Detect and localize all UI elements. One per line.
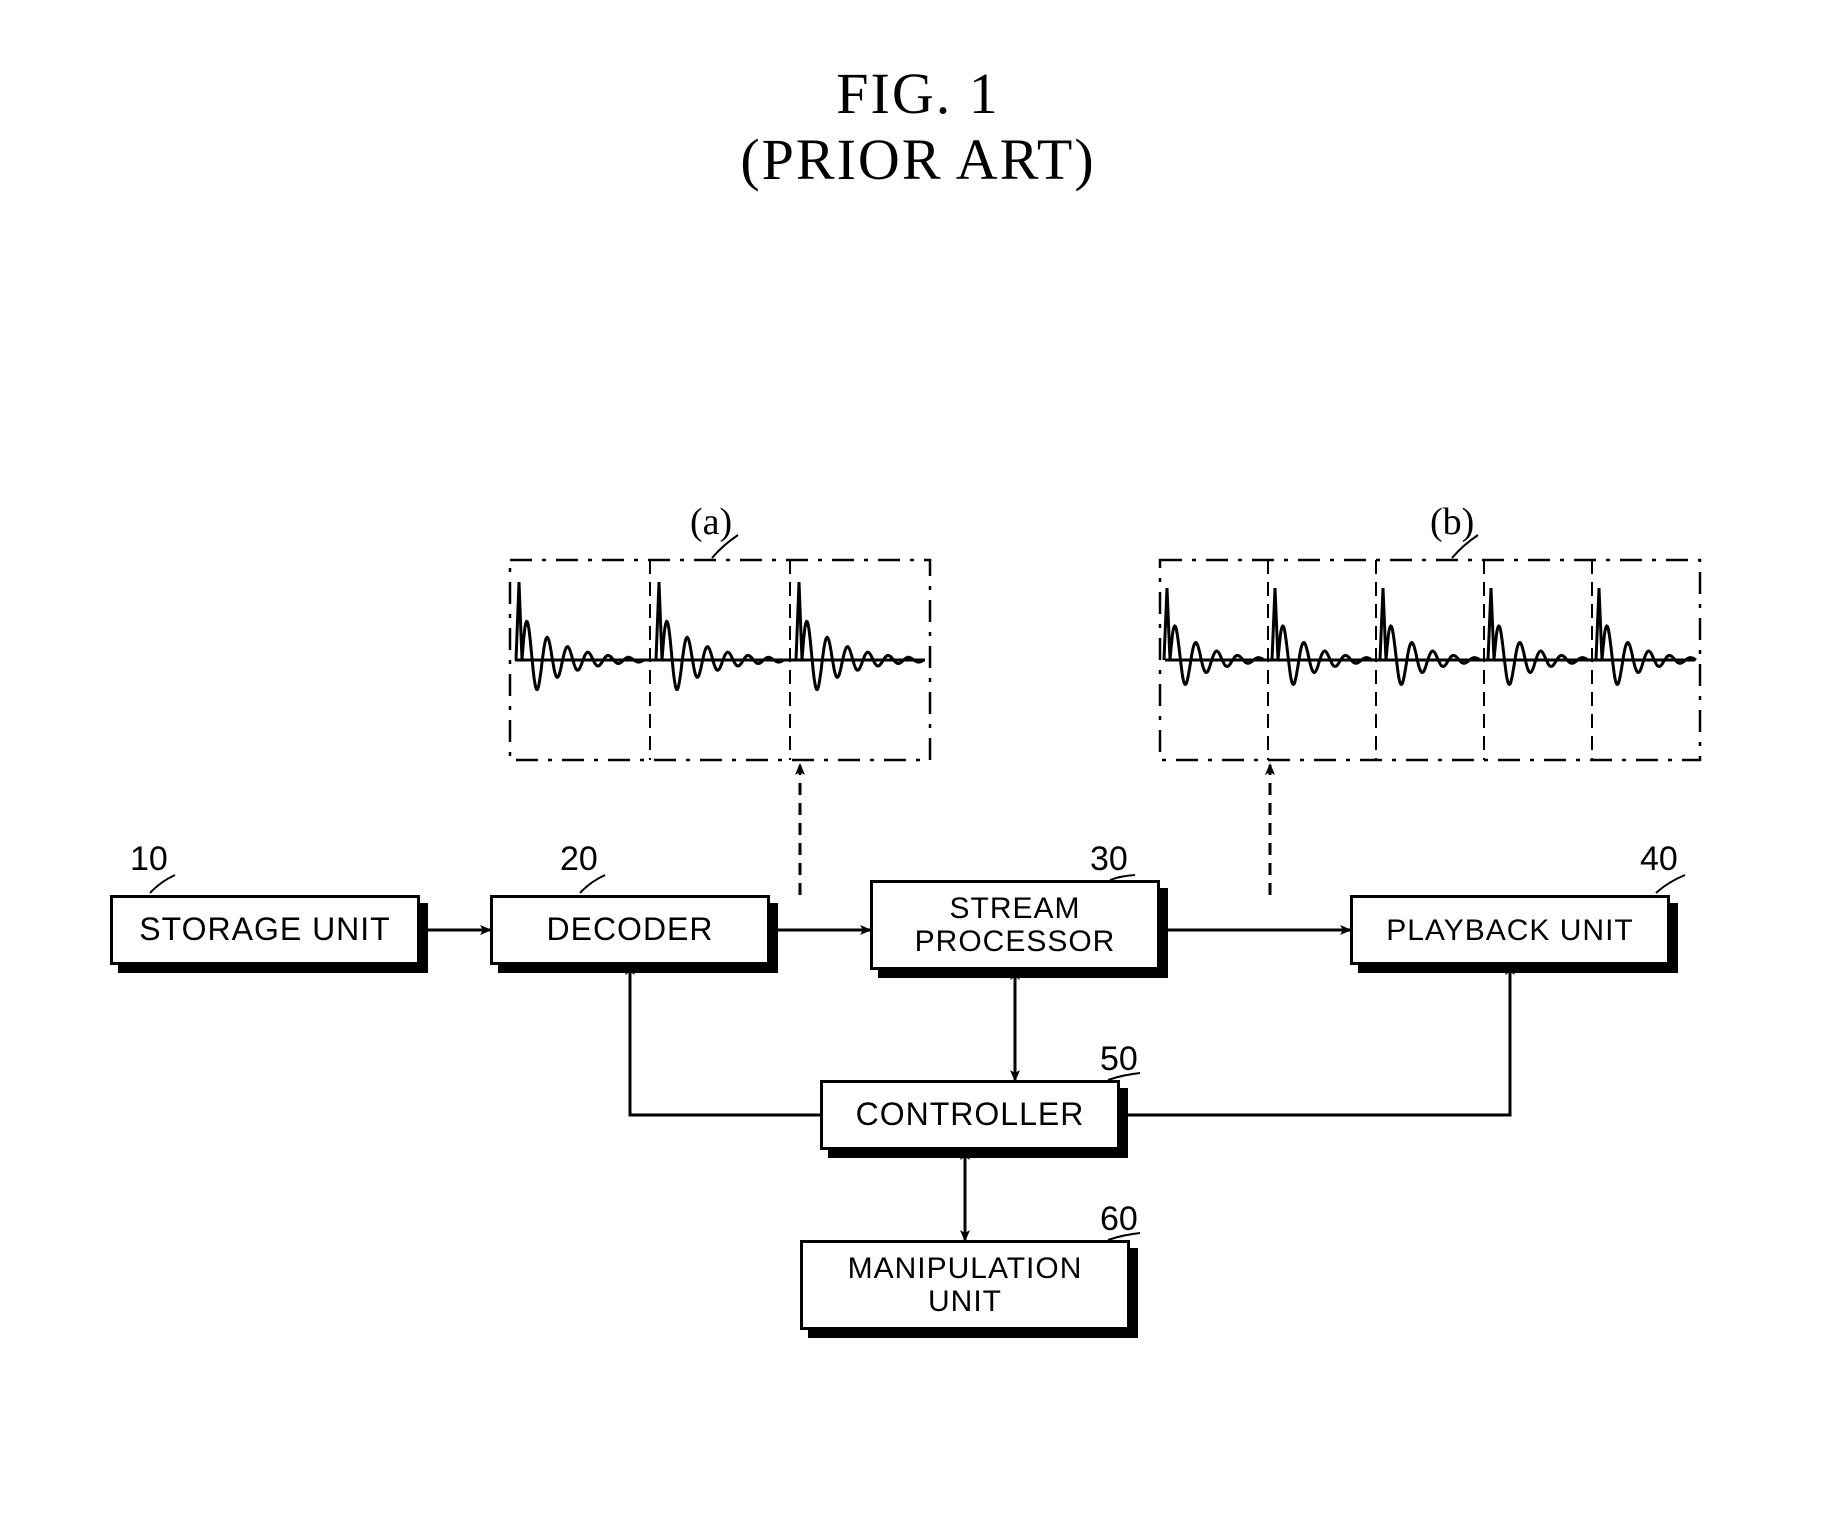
arrow-controller-playback	[1120, 965, 1510, 1115]
refnum-decoder: 20	[560, 840, 598, 879]
callout-b: (b)	[1430, 500, 1474, 544]
waveforms-b	[1164, 588, 1696, 684]
box-label: DECODER	[546, 912, 713, 947]
box-playback-unit: PLAYBACK UNIT	[1350, 895, 1670, 965]
box-controller: CONTROLLER	[820, 1080, 1120, 1150]
box-stream-processor: STREAM PROCESSOR	[870, 880, 1160, 970]
box-label: MANIPULATION UNIT	[848, 1252, 1083, 1318]
box-manipulation-unit: MANIPULATION UNIT	[800, 1240, 1130, 1330]
figure-title-line2: (PRIOR ART)	[0, 126, 1836, 193]
waveforms-a	[516, 582, 924, 690]
callout-a: (a)	[690, 500, 732, 544]
box-label: STREAM PROCESSOR	[915, 892, 1116, 958]
arrow-controller-decoder	[630, 965, 820, 1115]
box-storage-unit: STORAGE UNIT	[110, 895, 420, 965]
refnum-playback: 40	[1640, 840, 1678, 879]
wave-panel-b	[1160, 560, 1700, 760]
box-label: STORAGE UNIT	[139, 912, 390, 947]
box-decoder: DECODER	[490, 895, 770, 965]
figure-title-line1: FIG. 1	[0, 60, 1836, 127]
refnum-controller: 50	[1100, 1040, 1138, 1079]
refnum-stream: 30	[1090, 840, 1128, 879]
refnum-manip: 60	[1100, 1200, 1138, 1239]
arrows-group	[420, 765, 1510, 1240]
wave-panel-a	[510, 560, 930, 760]
box-label: CONTROLLER	[856, 1097, 1085, 1132]
refnum-storage: 10	[130, 840, 168, 879]
box-label: PLAYBACK UNIT	[1386, 914, 1634, 947]
